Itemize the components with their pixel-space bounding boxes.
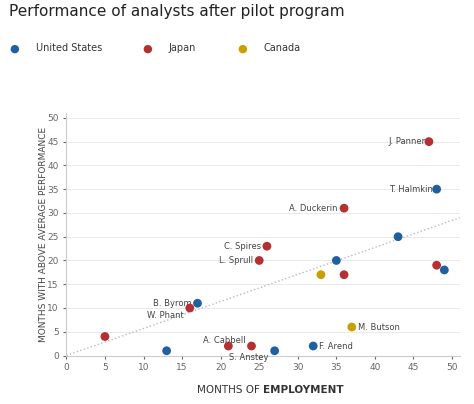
Point [433, 186, 440, 192]
Text: A. Cabbell: A. Cabbell [203, 336, 246, 345]
Point [440, 267, 448, 273]
Text: MONTHS OF: MONTHS OF [197, 385, 263, 395]
Y-axis label: MONTHS WITH ABOVE AVERAGE PERFORMANCE: MONTHS WITH ABOVE AVERAGE PERFORMANCE [38, 127, 47, 342]
Point [263, 243, 271, 249]
Point [225, 343, 232, 349]
Point [271, 347, 278, 354]
Point [310, 343, 317, 349]
Point [163, 347, 171, 354]
Point [255, 257, 263, 264]
Point [194, 300, 201, 307]
Text: ●: ● [237, 44, 247, 53]
Text: Canada: Canada [263, 44, 300, 53]
Text: ●: ● [142, 44, 152, 53]
Point [394, 234, 402, 240]
Text: A. Duckerin: A. Duckerin [290, 204, 338, 213]
Point [248, 343, 255, 349]
Text: W. Phant: W. Phant [147, 311, 183, 320]
Point [186, 305, 193, 311]
Point [317, 271, 325, 278]
Text: B. Byrom: B. Byrom [153, 299, 191, 308]
Point [340, 271, 348, 278]
Text: C. Spires: C. Spires [224, 242, 261, 251]
Point [425, 139, 433, 145]
Text: J. Panner: J. Panner [388, 137, 425, 146]
Point [340, 205, 348, 211]
Text: Japan: Japan [168, 44, 196, 53]
Point [433, 262, 440, 268]
Point [348, 324, 356, 330]
Point [333, 257, 340, 264]
Point [101, 333, 109, 340]
Text: Performance of analysts after pilot program: Performance of analysts after pilot prog… [9, 4, 345, 19]
Text: F. Arend: F. Arend [319, 341, 353, 351]
Text: United States: United States [36, 44, 102, 53]
Text: EMPLOYMENT: EMPLOYMENT [263, 385, 344, 395]
Text: L. Sprull: L. Sprull [219, 256, 253, 265]
Text: ●: ● [9, 44, 19, 53]
Text: M. Butson: M. Butson [358, 322, 400, 332]
Text: S. Anstey: S. Anstey [229, 354, 268, 362]
Text: T. Halmkin: T. Halmkin [389, 185, 433, 194]
